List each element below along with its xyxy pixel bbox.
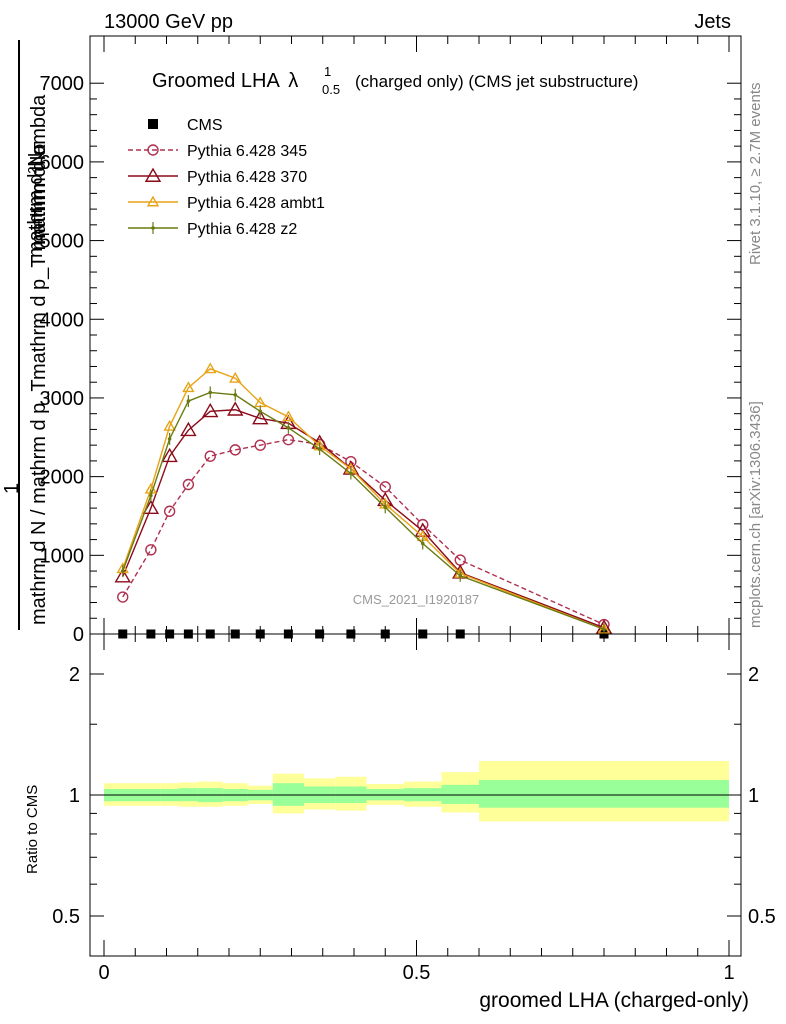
series-marker-triangle	[282, 410, 295, 422]
ratio-y-tick-label: 1	[69, 785, 80, 807]
legend-label: Pythia 6.428 345	[187, 143, 307, 160]
main-y-tick-label: 2000	[40, 467, 85, 489]
series-marker-triangle	[161, 447, 178, 463]
series-marker-triangle	[144, 167, 162, 182]
legend-label: Pythia 6.428 z2	[187, 221, 297, 238]
main-y-tick-label: 6000	[40, 152, 85, 174]
header-left: 13000 GeV pp	[104, 11, 233, 33]
series-marker-triangle	[180, 421, 197, 437]
main-y-tick-label-zero: 0	[73, 624, 84, 646]
main-y-label: mathrm d²N mathrm d p_T mathrm d lambda …	[1, 40, 50, 630]
series-marker-circle	[254, 439, 266, 451]
ratio-band-green	[272, 783, 304, 806]
legend-entry: Pythia 6.428 ambt1	[128, 195, 325, 212]
series-marker-circle	[147, 144, 159, 156]
ratio-bands	[104, 761, 729, 822]
series-marker-triangle	[202, 402, 219, 418]
main-y-ticks: 1000 2000 3000 4000 5000 6000 7000 0	[40, 73, 741, 646]
ratio-plot: 0.5 0.51 12 2 0 0.5 1 Ratio to CMS	[24, 633, 776, 984]
series-marker-triangle	[163, 419, 176, 431]
mcplots-label: mcplots.cern.ch [arXiv:1306.3436]	[747, 401, 764, 628]
series-marker-circle	[163, 505, 176, 517]
main-y-tick-label: 5000	[40, 231, 85, 253]
legend: CMS Pythia 6.428 345 Pythia 6.428 370 Pythi…	[128, 117, 325, 238]
legend-label: CMS	[187, 117, 223, 134]
x-tick-label: 0.5	[403, 962, 431, 984]
main-title-sup: 1	[324, 64, 331, 79]
legend-label: Pythia 6.428 370	[187, 169, 307, 186]
series-marker-circle	[229, 444, 241, 456]
rivet-label: Rivet 3.1.10, ≥ 2.7M events	[747, 83, 764, 266]
main-y-tick-label: 7000	[40, 73, 85, 95]
main-y-tick-label: 3000	[40, 388, 85, 410]
ratio-y-label: Ratio to CMS	[24, 785, 41, 874]
series-marker-triangle	[182, 381, 195, 393]
series-marker-circle	[145, 544, 157, 556]
series-line	[122, 368, 605, 630]
main-title: Groomed LHA λ	[152, 70, 298, 92]
series-marker-circle	[117, 591, 129, 603]
legend-label: Pythia 6.428 ambt1	[187, 195, 325, 212]
watermark: CMS_2021_I1920187	[353, 592, 480, 607]
ratio-band-green	[479, 779, 729, 808]
legend-entry: Pythia 6.428 345	[128, 143, 307, 160]
legend-entry: Pythia 6.428 370	[128, 167, 307, 186]
main-y-tick-label: 4000	[40, 309, 85, 331]
main-plot: 1000 2000 3000 4000 5000 6000 7000 0 CMS_2021_I…	[40, 35, 742, 646]
y-label-one: 1	[1, 483, 23, 494]
series-line	[122, 391, 605, 630]
y-label-mid: mathrm d σ	[28, 142, 50, 245]
y-label-bottom: mathrm d N / mathrm d p_T	[28, 379, 50, 625]
x-tick-label: 0	[98, 962, 109, 984]
main-title-lambda: λ	[288, 70, 298, 92]
series-marker-triangle	[252, 409, 269, 425]
ratio-y-tick-label-right: 0.5	[748, 906, 776, 928]
ratio-x-ticks: 0 0.5 1	[98, 634, 735, 984]
main-y-tick-label: 1000	[40, 545, 85, 567]
series-marker-triangle	[114, 568, 131, 583]
legend-marker-square	[148, 119, 158, 129]
ratio-y-tick-label-right: 1	[748, 785, 759, 807]
series-marker-circle	[417, 518, 429, 531]
series-line	[122, 409, 605, 629]
y-label-top2: mathrm d p_T mathrm d lambda	[28, 94, 50, 380]
ratio-y-tick-label: 0.5	[52, 906, 80, 928]
y-label-top: mathrm d²N	[25, 152, 47, 258]
ratio-band-green	[441, 784, 479, 804]
series-marker-triangle	[146, 195, 160, 207]
series-marker-triangle	[204, 362, 217, 374]
series-pythia-6-428-z2	[120, 386, 606, 636]
series-marker-circle	[204, 450, 216, 462]
series-marker-circle	[345, 455, 357, 468]
series-marker-circle	[282, 433, 295, 446]
ratio-y-ticks: 0.5 0.5 1 1 2 2	[52, 664, 776, 928]
ratio-y-tick-label: 2	[69, 664, 80, 686]
legend-entry: CMS	[148, 117, 223, 134]
x-tick-label: 1	[723, 962, 734, 984]
main-title-suffix: (charged only) (CMS jet substructure)	[355, 72, 638, 91]
series-marker-circle	[182, 478, 195, 491]
legend-entry: Pythia 6.428 z2	[128, 221, 297, 238]
series-marker-triangle	[227, 401, 244, 416]
x-axis-label: groomed LHA (charged-only)	[479, 989, 749, 1012]
header-right: Jets	[694, 11, 731, 33]
ratio-y-tick-label-right: 2	[748, 664, 759, 686]
series-marker-triangle	[229, 371, 242, 383]
series-marker-triangle	[142, 499, 160, 515]
main-title-prefix: Groomed LHA	[152, 70, 280, 92]
main-title-sub: 0.5	[322, 82, 340, 97]
series-line	[122, 438, 605, 626]
